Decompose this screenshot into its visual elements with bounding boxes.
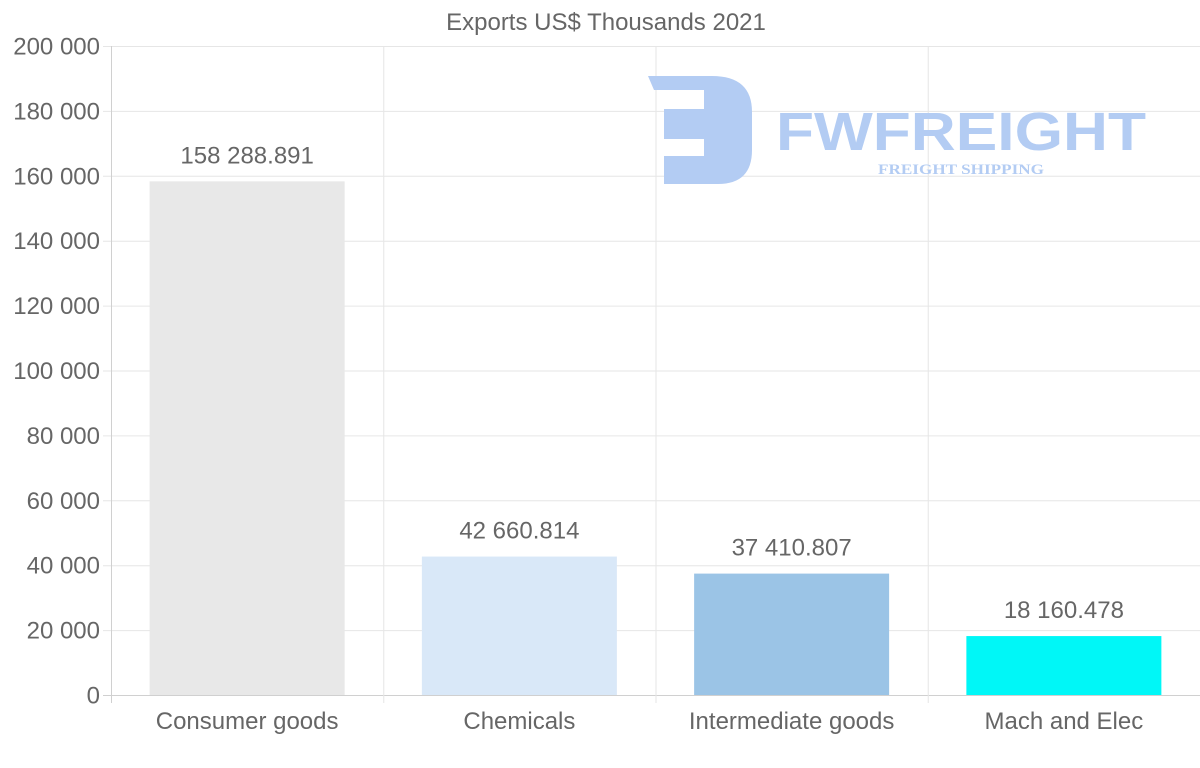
watermark-brand: FWFREIGHT <box>776 102 1146 162</box>
y-tick-label: 180 000 <box>13 98 100 125</box>
x-tick-label: Chemicals <box>463 708 575 735</box>
y-tick-label: 40 000 <box>27 553 100 580</box>
x-axis: Consumer goods Chemicals Intermediate good… <box>156 708 1144 735</box>
bar <box>421 556 617 695</box>
y-tick-label: 200 000 <box>13 34 100 61</box>
x-tick-label: Intermediate goods <box>689 708 894 735</box>
data-label: 37 410.807 <box>732 535 852 562</box>
y-tick-label: 20 000 <box>27 618 100 645</box>
y-tick-label: 120 000 <box>13 293 100 320</box>
y-axis: 0 20 000 40 000 60 000 80 000 100 000 120 000 1… <box>13 34 100 710</box>
bar <box>966 636 1162 695</box>
data-label: 158 288.891 <box>180 142 313 169</box>
y-tick-label: 140 000 <box>13 228 100 255</box>
logo-mark-icon <box>648 76 752 184</box>
x-tick-label: Consumer goods <box>156 708 339 735</box>
y-tick-label: 100 000 <box>13 358 100 385</box>
bar <box>149 181 345 696</box>
y-tick-label: 80 000 <box>27 423 100 450</box>
bars: 158 288.891 42 660.814 37 410.807 18 160.47… <box>149 142 1162 696</box>
watermark-logo: FWFREIGHT FREIGHT SHIPPING <box>648 76 1146 184</box>
x-tick-label: Mach and Elec <box>984 708 1143 735</box>
data-label: 42 660.814 <box>459 518 579 545</box>
y-tick-label: 160 000 <box>13 163 100 190</box>
y-tick-label: 60 000 <box>27 488 100 515</box>
watermark-tagline: FREIGHT SHIPPING <box>878 162 1044 178</box>
data-label: 18 160.478 <box>1004 597 1124 624</box>
bar <box>694 573 890 695</box>
chart-title: Exports US$ Thousands 2021 <box>446 9 766 36</box>
y-tick-label: 0 <box>87 683 100 710</box>
